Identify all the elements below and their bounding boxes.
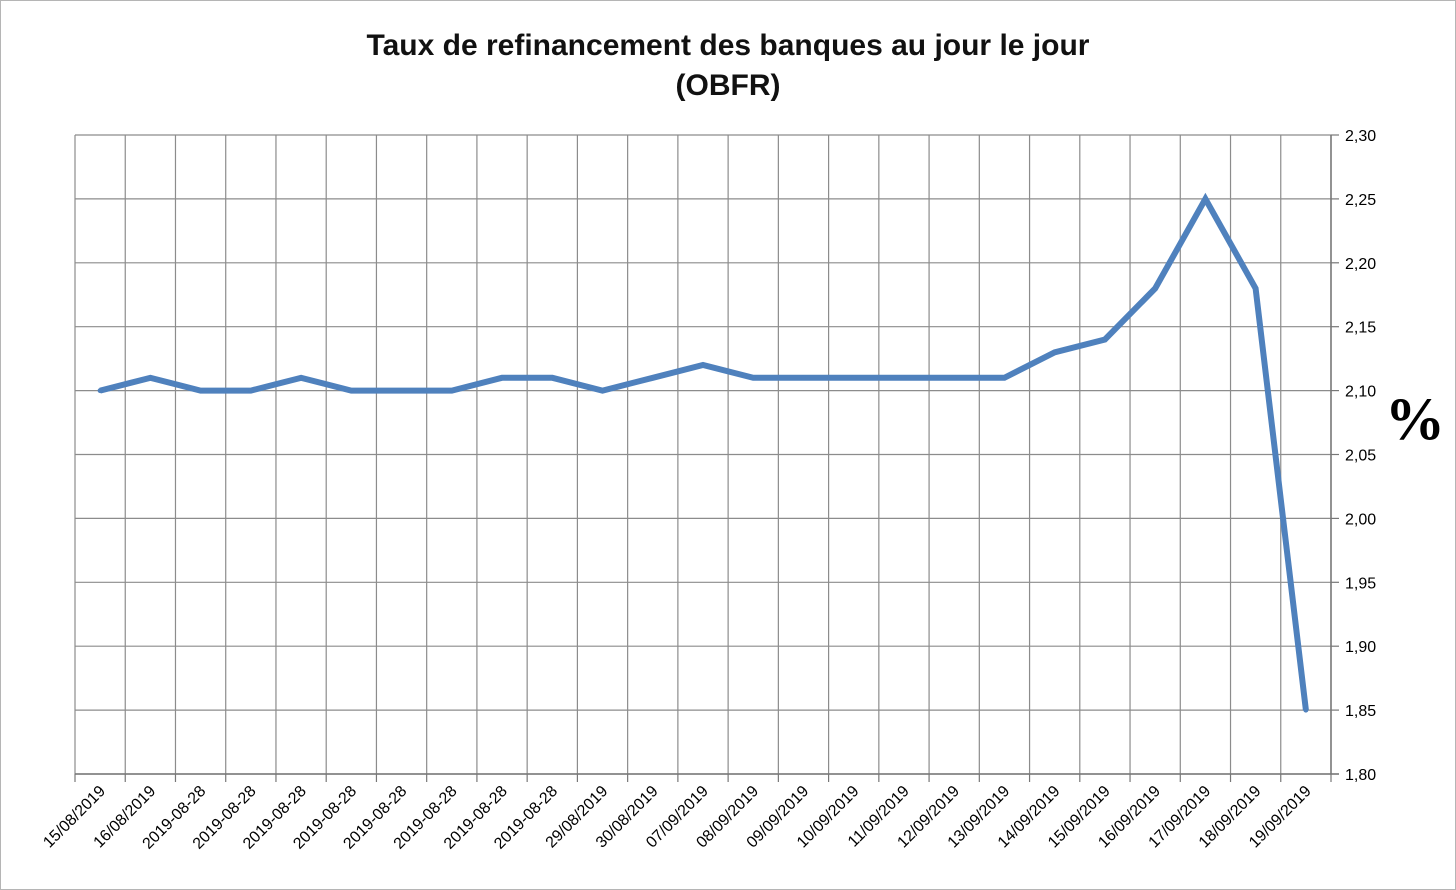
data-point [499, 375, 505, 381]
data-point [348, 388, 354, 394]
y-tick-label: 2,25 [1345, 192, 1376, 209]
chart-title-block: Taux de refinancement des banques au jou… [0, 26, 1456, 106]
y-tick-label: 1,90 [1345, 639, 1376, 656]
y-tick-label: 2,20 [1345, 256, 1376, 273]
data-point [750, 375, 756, 381]
y-unit-label: % [1385, 386, 1445, 452]
y-tick-label: 1,80 [1345, 767, 1376, 784]
data-point [248, 388, 254, 394]
data-point [800, 375, 806, 381]
data-point [1152, 285, 1158, 291]
y-tick-label: 2,30 [1345, 128, 1376, 145]
data-point [147, 375, 153, 381]
y-tick-label: 2,05 [1345, 448, 1376, 465]
data-point [399, 388, 405, 394]
data-point [1303, 707, 1309, 713]
chart-title: Taux de refinancement des banques au jou… [366, 29, 1090, 62]
data-point [449, 388, 455, 394]
data-point [1202, 196, 1208, 202]
y-tick-label: 2,00 [1345, 511, 1376, 528]
y-tick-label: 2,15 [1345, 320, 1376, 337]
data-point [951, 375, 957, 381]
data-point [700, 362, 706, 368]
data-point [549, 375, 555, 381]
data-point [600, 388, 606, 394]
data-point [1001, 375, 1007, 381]
chart-subtitle: (OBFR) [675, 69, 781, 102]
data-point [298, 375, 304, 381]
data-point [851, 375, 857, 381]
y-tick-label: 1,95 [1345, 575, 1376, 592]
data-point [97, 388, 103, 394]
data-point [901, 375, 907, 381]
data-point [198, 388, 204, 394]
y-tick-label: 1,85 [1345, 703, 1376, 720]
data-point [1102, 336, 1108, 342]
data-point [1052, 349, 1058, 355]
data-point [1253, 285, 1259, 291]
data-point [650, 375, 656, 381]
y-tick-label: 2,10 [1345, 384, 1376, 401]
